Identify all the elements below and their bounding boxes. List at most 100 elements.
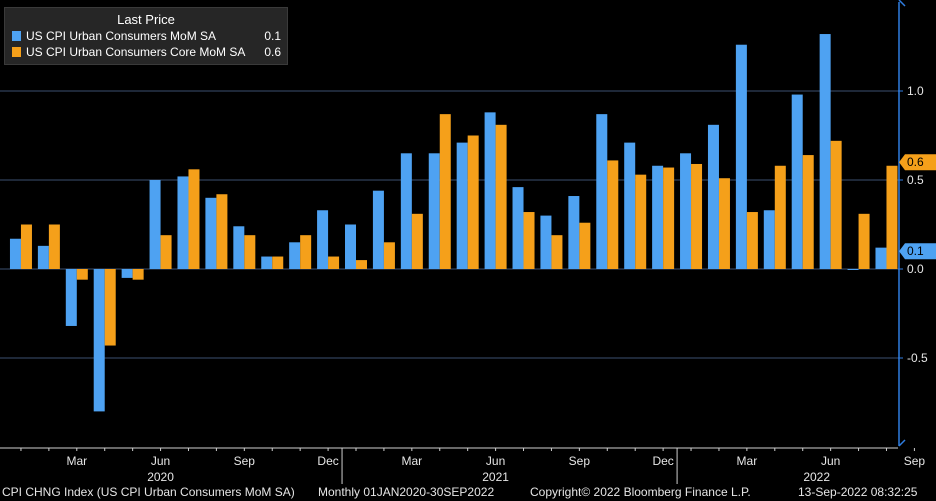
bar-cpi <box>233 226 245 269</box>
bar-core <box>523 212 535 269</box>
last-value-badge <box>899 243 936 260</box>
x-tick-label: Dec <box>652 454 673 468</box>
x-tick-label: Sep <box>904 454 926 468</box>
x-year-label: 2021 <box>482 470 509 484</box>
y-axis-arrow-bottom <box>898 439 906 447</box>
bar-core <box>411 213 423 269</box>
bar-cpi <box>93 269 105 412</box>
bar-core <box>272 256 284 269</box>
bar-core <box>746 212 758 269</box>
bar-core <box>691 163 703 269</box>
bar-chart: 1.0 0.5 0.0 -0.5 0.6 0.1 Mar Jun Sep Dec Mar Jun Sep… <box>0 0 936 484</box>
x-tick-label: Mar <box>66 454 87 468</box>
bar-cpi <box>121 269 133 278</box>
legend-label-core: US CPI Urban Consumers Core MoM SA <box>26 45 246 59</box>
legend: Last Price US CPI Urban Consumers MoM SA… <box>4 7 288 65</box>
bar-core <box>244 235 256 269</box>
bar-core <box>607 160 619 269</box>
bar-core <box>48 224 60 269</box>
bar-cpi <box>428 153 440 269</box>
x-year-label: 2022 <box>803 470 830 484</box>
y-tick-label: 0.5 <box>907 173 924 187</box>
bar-cpi <box>149 180 161 269</box>
bar-core <box>216 194 228 269</box>
bar-core <box>663 167 675 269</box>
bar-core <box>467 135 479 269</box>
y-tick-label: 1.0 <box>907 84 924 98</box>
bar-cpi <box>317 210 329 269</box>
bar-core <box>802 155 814 269</box>
y-tick-label: 0.0 <box>907 262 924 276</box>
last-value-label: 0.1 <box>907 244 924 258</box>
footer-copyright: Copyright© 2022 Bloomberg Finance L.P. <box>530 485 751 499</box>
legend-entry-cpi[interactable]: US CPI Urban Consumers MoM SA 0.1 <box>12 28 287 44</box>
bar-core <box>774 165 786 269</box>
bar-cpi <box>400 153 412 269</box>
x-tick-label: Sep <box>234 454 256 468</box>
bar-cpi <box>707 124 719 269</box>
legend-value-core: 0.6 <box>264 45 281 59</box>
bar-core <box>551 235 563 269</box>
legend-swatch-core <box>12 47 21 57</box>
bar-core <box>356 260 367 269</box>
legend-entry-core[interactable]: US CPI Urban Consumers Core MoM SA 0.6 <box>12 44 287 60</box>
bar-cpi <box>763 210 775 269</box>
bar-core <box>439 114 451 269</box>
bar-cpi <box>512 187 524 269</box>
bar-core <box>300 235 312 269</box>
bar-cpi <box>456 142 468 269</box>
bar-cpi <box>875 247 887 269</box>
bar-cpi <box>205 197 217 269</box>
bar-cpi <box>596 114 608 269</box>
footer-index-label: CPI CHNG Index (US CPI Urban Consumers M… <box>2 485 295 499</box>
footer-bar: CPI CHNG Index (US CPI Urban Consumers M… <box>0 484 936 501</box>
footer-timestamp: 13-Sep-2022 08:32:25 <box>798 485 918 499</box>
bar-cpi <box>372 190 384 269</box>
legend-title: Last Price <box>117 12 175 27</box>
bar-core <box>579 222 591 269</box>
y-axis-arrow-top <box>898 0 906 7</box>
x-tick-label: Sep <box>569 454 591 468</box>
bar-core <box>132 269 144 280</box>
chart-area: 1.0 0.5 0.0 -0.5 0.6 0.1 Mar Jun Sep Dec Mar Jun Sep… <box>0 0 936 484</box>
bar-cpi <box>540 215 552 269</box>
bar-core <box>718 178 730 269</box>
bar-cpi <box>65 269 77 326</box>
bar-cpi <box>652 165 664 269</box>
bar-cpi <box>37 245 49 269</box>
bar-core <box>76 269 88 280</box>
bar-core <box>858 213 870 269</box>
bar-cpi <box>680 153 692 269</box>
bar-cpi <box>484 112 496 269</box>
x-tick-label: Mar <box>402 454 423 468</box>
footer-range: Monthly 01JAN2020-30SEP2022 <box>318 485 495 499</box>
x-year-label: 2020 <box>147 470 174 484</box>
bar-core <box>830 140 842 269</box>
bar-cpi <box>568 196 580 269</box>
bar-cpi <box>847 269 859 270</box>
legend-swatch-cpi <box>12 31 21 41</box>
x-tick-label: Jun <box>151 454 170 468</box>
last-value-label: 0.6 <box>907 155 924 169</box>
bar-cpi <box>819 34 831 269</box>
bar-cpi <box>791 94 803 269</box>
bar-cpi <box>177 176 189 269</box>
y-tick-label: -0.5 <box>907 351 928 365</box>
bar-cpi <box>9 238 21 269</box>
bar-core <box>495 124 507 269</box>
x-tick-label: Jun <box>486 454 505 468</box>
x-tick-label: Jun <box>821 454 840 468</box>
legend-value-cpi: 0.1 <box>264 29 281 43</box>
bar-cpi <box>735 44 747 269</box>
bar-cpi <box>345 224 356 269</box>
bar-core <box>20 224 32 269</box>
bar-core <box>188 169 200 269</box>
bar-cpi <box>624 142 636 269</box>
bar-core <box>635 174 647 269</box>
bar-core <box>383 242 395 269</box>
x-tick-label: Dec <box>317 454 338 468</box>
bar-core <box>160 235 172 269</box>
last-value-badge <box>899 154 936 171</box>
legend-label-cpi: US CPI Urban Consumers MoM SA <box>26 29 217 43</box>
bar-core <box>104 269 116 346</box>
